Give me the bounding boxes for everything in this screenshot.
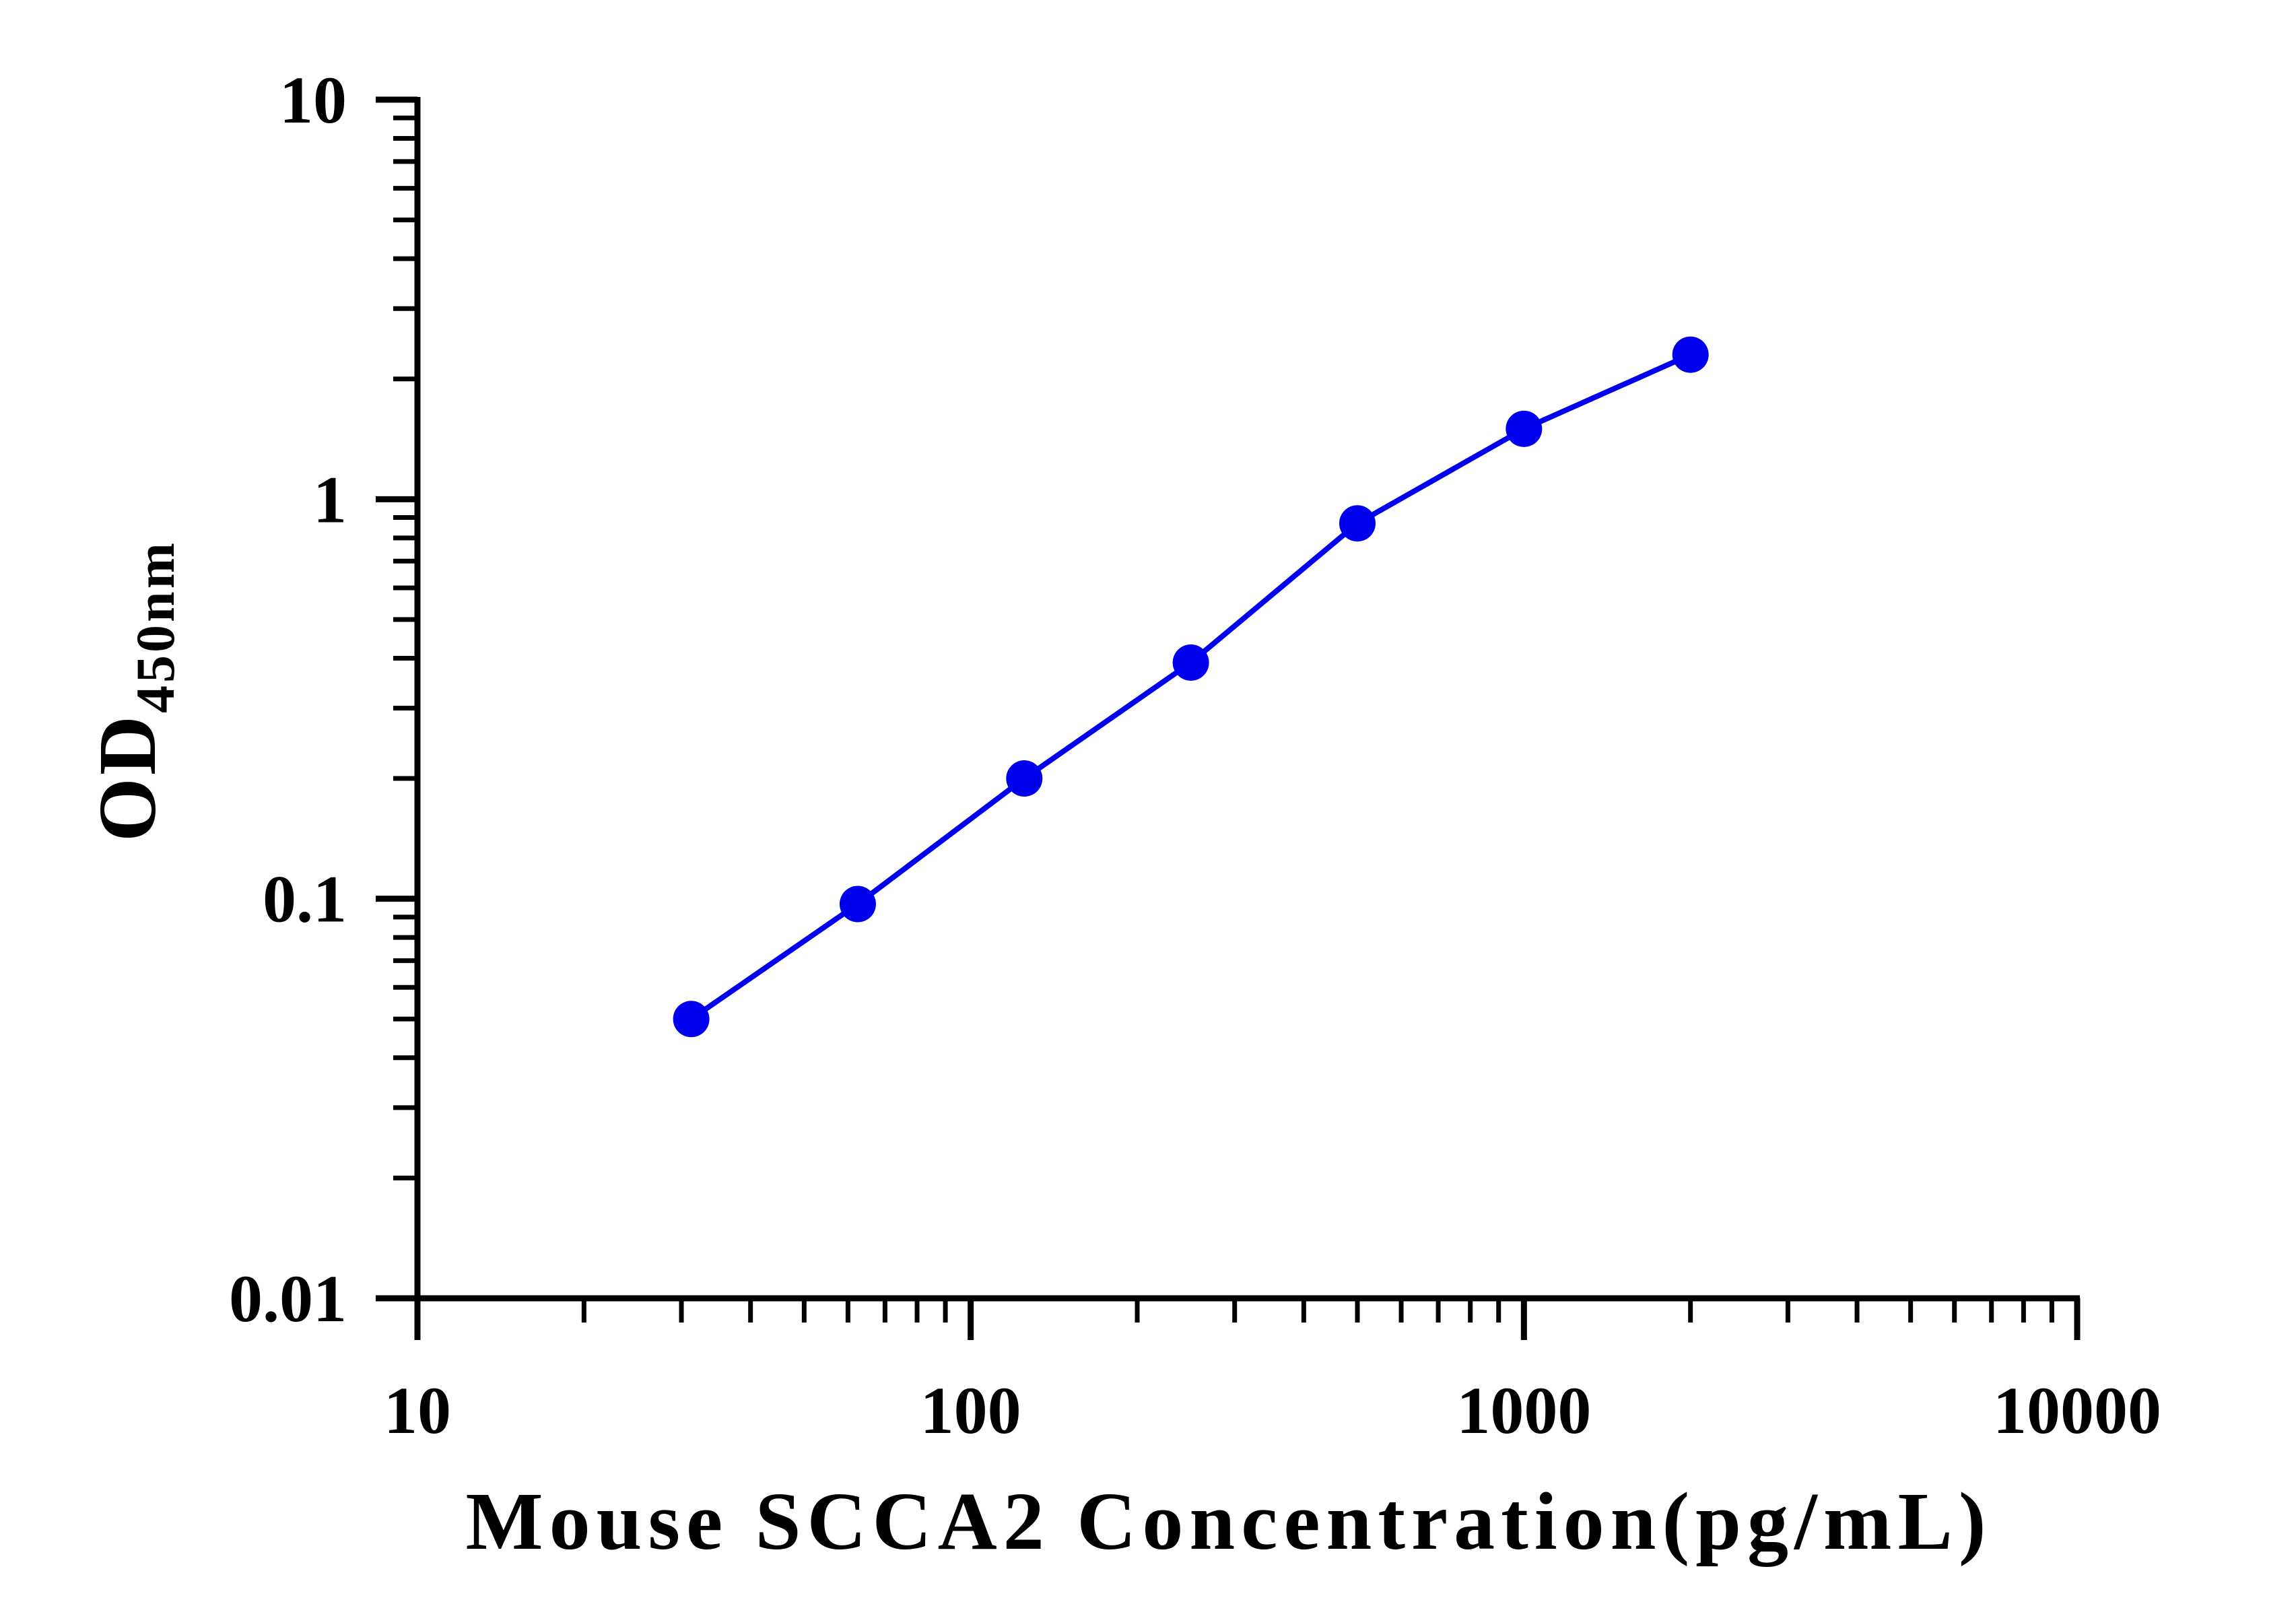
x-axis: 10 100 1000 10000 [384, 1295, 2161, 1448]
y-axis-title-subscript: 450nm [125, 540, 186, 713]
x-tick-label: 10000 [1993, 1373, 2161, 1448]
y-axis: 0.01 0.1 1 10 [229, 63, 421, 1336]
data-point [673, 1001, 710, 1038]
data-point [1006, 760, 1043, 797]
data-point [839, 885, 876, 923]
data-point [1172, 644, 1209, 681]
data-point [1672, 336, 1709, 373]
y-tick-label: 10 [279, 63, 347, 137]
x-tick-label: 100 [920, 1373, 1021, 1448]
plot-area [673, 336, 1709, 1038]
data-point [1506, 410, 1543, 447]
x-tick-label: 1000 [1456, 1373, 1591, 1448]
y-tick-label: 0.01 [229, 1261, 347, 1336]
y-tick-label: 1 [313, 462, 347, 537]
x-tick-label: 10 [384, 1373, 451, 1448]
x-axis-title: Mouse SCCA2 Concentration(pg/mL) [465, 1476, 1992, 1567]
y-axis-title-main: OD [82, 713, 173, 842]
series-line [689, 352, 1692, 1022]
data-point [1339, 505, 1376, 542]
y-axis-title: OD450nm [82, 540, 186, 842]
y-tick-label: 0.1 [263, 862, 347, 937]
